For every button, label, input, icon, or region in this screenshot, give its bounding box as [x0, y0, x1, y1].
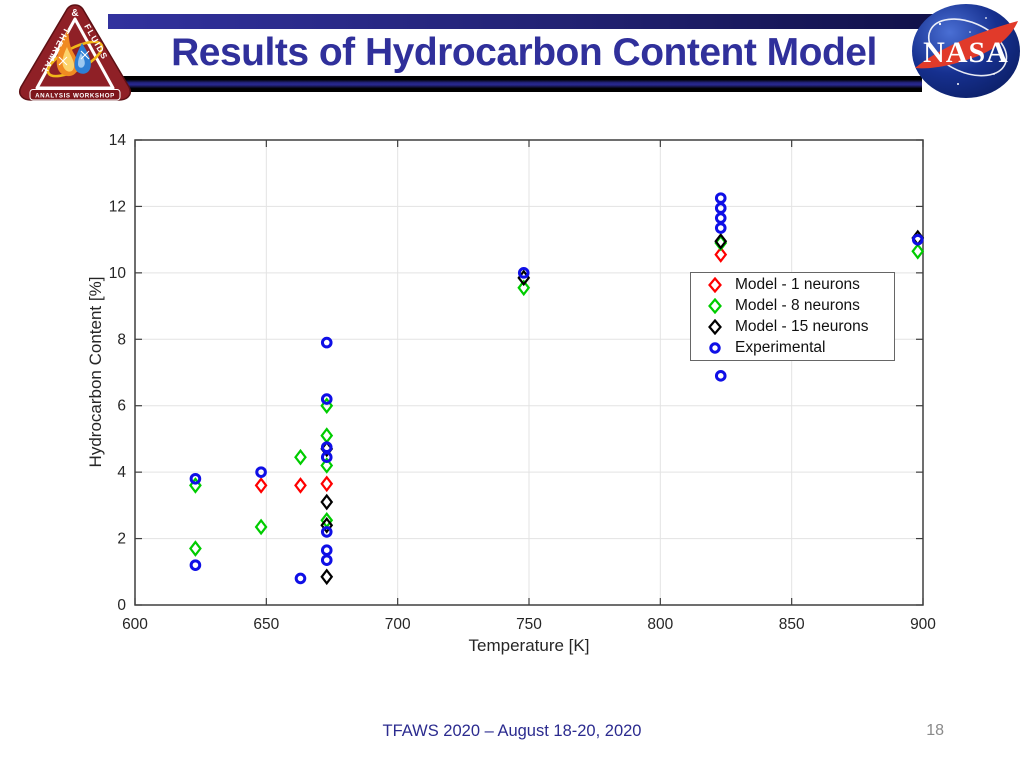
x-tick-label: 900 [910, 616, 936, 633]
header-divider-bar [100, 76, 922, 92]
legend-entry-2: Model - 15 neurons [691, 317, 894, 337]
y-tick-label: 10 [109, 265, 127, 282]
y-tick-label: 4 [117, 464, 126, 481]
diamond-marker-icon [708, 277, 722, 293]
data-point-marker [189, 559, 202, 571]
data-point-marker [911, 233, 924, 246]
data-point-marker [294, 572, 307, 585]
page-title: Results of Hydrocarbon Content Model [171, 31, 877, 74]
circle-marker-icon [709, 342, 721, 354]
y-tick-label: 8 [117, 331, 126, 348]
nasa-logo-label: NASA [923, 36, 1009, 69]
x-tick-label: 700 [385, 616, 411, 633]
data-point-marker [714, 202, 727, 214]
y-tick-label: 12 [109, 198, 126, 215]
y-axis-label: Hydrocarbon Content [%] [86, 276, 105, 468]
header-top-bar [108, 14, 947, 29]
data-point-marker [320, 526, 333, 538]
data-point-marker [320, 554, 333, 566]
data-point-marker [320, 336, 333, 349]
nasa-swoosh-icon [915, 21, 1018, 69]
data-point-marker [320, 393, 333, 405]
legend-label: Model - 1 neurons [735, 276, 860, 293]
chart-legend: Model - 1 neurons Model - 8 neurons Model … [690, 272, 895, 361]
data-point-marker [714, 232, 728, 250]
data-point-marker [320, 457, 334, 474]
tfaws-logo-icon: & THERMAL FLUIDS ANALYSIS WORKSHOP [14, 3, 136, 108]
y-tick-label: 14 [109, 132, 127, 149]
x-tick-label: 800 [647, 616, 673, 633]
x-tick-label: 650 [253, 616, 279, 633]
data-point-marker [320, 516, 334, 534]
legend-label: Model - 15 neurons [735, 318, 869, 335]
legend-label: Experimental [735, 339, 826, 356]
x-tick-label: 750 [516, 616, 542, 633]
scatter-chart: 600 650 700 750 800 850 900 0 2 4 6 8 10 12 14 [0, 110, 1024, 670]
y-tick-label: 2 [117, 531, 126, 548]
data-point-marker [714, 370, 727, 382]
diamond-marker-icon [708, 298, 722, 314]
data-point-marker [255, 466, 267, 478]
data-point-marker [254, 518, 268, 536]
data-point-marker [189, 472, 202, 485]
legend-label: Model - 8 neurons [735, 297, 860, 314]
data-point-marker [714, 246, 728, 263]
footer-conference-label: TFAWS 2020 – August 18-20, 2020 [382, 722, 642, 740]
legend-entry-1: Model - 8 neurons [691, 296, 894, 316]
data-point-marker [254, 477, 268, 494]
data-point-marker [320, 544, 333, 556]
data-point-marker [320, 568, 334, 586]
data-point-marker [320, 475, 334, 493]
data-point-marker [320, 451, 333, 463]
data-point-marker [320, 493, 334, 511]
legend-entry-3: Experimental [691, 338, 894, 358]
tfaws-amp-label: & [71, 8, 78, 19]
x-tick-label: 850 [779, 616, 805, 633]
data-point-marker [714, 222, 727, 234]
y-tick-label: 0 [117, 597, 126, 614]
data-point-marker [320, 427, 334, 444]
legend-entry-0: Model - 1 neurons [691, 275, 894, 295]
data-point-marker [189, 540, 202, 557]
data-point-marker [294, 448, 307, 466]
nasa-logo-icon: NASA [910, 2, 1022, 105]
data-point-marker [911, 242, 925, 260]
y-tick-label: 6 [117, 398, 126, 415]
tfaws-workshop-label: ANALYSIS WORKSHOP [35, 93, 115, 100]
data-point-marker [517, 279, 531, 297]
x-axis-label: Temperature [K] [468, 636, 590, 655]
page-number: 18 [926, 722, 944, 739]
data-point-marker [320, 441, 333, 454]
x-tick-label: 600 [122, 616, 148, 633]
data-point-marker [294, 477, 307, 494]
data-point-marker [517, 267, 530, 279]
data-point-marker [714, 192, 727, 204]
data-point-marker [714, 212, 727, 224]
diamond-marker-icon [708, 319, 722, 335]
nasa-orbit-icon [928, 18, 1008, 77]
